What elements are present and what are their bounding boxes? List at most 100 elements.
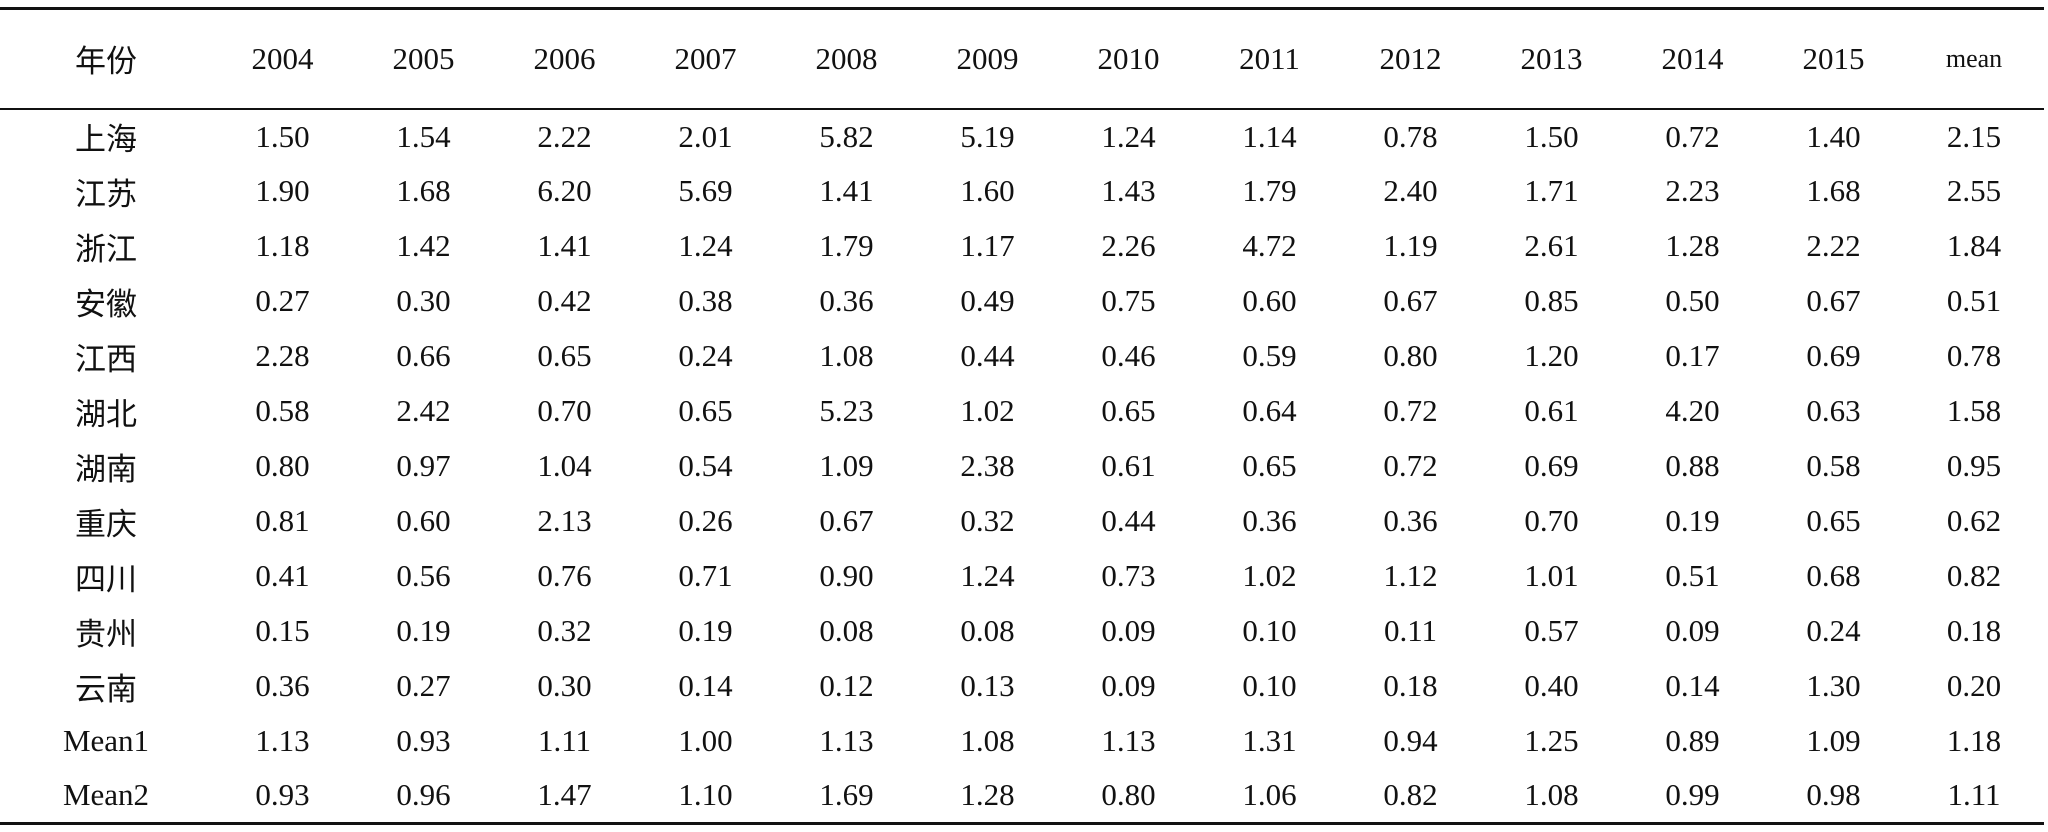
value-cell: 0.72 xyxy=(1665,118,1720,154)
value-cell: 1.09 xyxy=(1806,723,1861,758)
table-body: 上海 1.50 1.54 2.22 2.01 5.82 5.19 1.24 1.14 0.78 1.… xyxy=(0,109,2044,824)
value-cell: 1.13 xyxy=(255,723,310,758)
value-cell: 0.11 xyxy=(1383,613,1438,648)
table-row: 湖南 0.80 0.97 1.04 0.54 1.09 2.38 0.61 0.65 0.72 0.… xyxy=(0,439,2044,494)
header-cell: 2015 xyxy=(1802,40,1865,76)
table-row: 云南 0.36 0.27 0.30 0.14 0.12 0.13 0.09 0.10 0.18 0.… xyxy=(0,659,2044,714)
table-row: 上海 1.50 1.54 2.22 2.01 5.82 5.19 1.24 1.14 0.78 1.… xyxy=(0,109,2044,164)
table-row: 四川 0.41 0.56 0.76 0.71 0.90 1.24 0.73 1.02 1.12 1.… xyxy=(0,549,2044,604)
value-cell: 0.94 xyxy=(1383,723,1438,758)
header-cell: 2013 xyxy=(1520,40,1583,76)
value-cell: 0.30 xyxy=(396,283,451,318)
value-cell: 0.24 xyxy=(678,338,733,373)
value-cell: 0.17 xyxy=(1665,338,1720,373)
value-cell: 0.73 xyxy=(1101,558,1156,593)
value-cell: 0.09 xyxy=(1101,613,1156,648)
table-row: 贵州 0.15 0.19 0.32 0.19 0.08 0.08 0.09 0.10 0.11 0.… xyxy=(0,604,2044,659)
value-cell: 0.18 xyxy=(1383,668,1438,703)
value-cell: 0.27 xyxy=(396,668,451,703)
value-cell: 1.24 xyxy=(678,228,733,263)
header-cell: 2012 xyxy=(1379,40,1442,76)
table-row: Mean1 1.13 0.93 1.11 1.00 1.13 1.08 1.13 1.31 0.9… xyxy=(0,714,2044,769)
header-cell: 2009 xyxy=(956,40,1019,76)
value-cell: 1.47 xyxy=(537,777,592,813)
value-cell: 0.88 xyxy=(1665,448,1720,483)
value-cell: 0.19 xyxy=(1665,503,1720,538)
value-cell: 0.97 xyxy=(396,448,451,483)
value-cell: 1.09 xyxy=(819,448,874,483)
value-cell: 2.01 xyxy=(678,118,733,154)
value-cell: 0.30 xyxy=(537,668,592,703)
header-cell: 2004 xyxy=(251,40,314,76)
value-cell: 0.44 xyxy=(960,338,1015,373)
value-cell: 1.31 xyxy=(1242,723,1297,758)
value-cell: 0.62 xyxy=(1946,503,2002,538)
value-cell: 2.38 xyxy=(960,448,1015,483)
value-cell: 0.80 xyxy=(255,448,310,483)
value-cell: 0.80 xyxy=(1101,777,1156,813)
header-cell: 2005 xyxy=(392,40,455,76)
value-cell: 1.60 xyxy=(960,173,1015,208)
value-cell: 0.58 xyxy=(1806,448,1861,483)
value-cell: 0.32 xyxy=(537,613,592,648)
value-cell: 1.20 xyxy=(1524,338,1579,373)
value-cell: 0.67 xyxy=(1806,283,1861,318)
row-label: Mean2 xyxy=(62,777,150,813)
value-cell: 0.66 xyxy=(396,338,451,373)
value-cell: 0.70 xyxy=(537,393,592,428)
row-label: 重庆 xyxy=(75,506,137,542)
value-cell: 1.19 xyxy=(1383,228,1438,263)
table-row: 湖北 0.58 2.42 0.70 0.65 5.23 1.02 0.65 0.64 0.72 0.… xyxy=(0,384,2044,439)
value-cell: 2.40 xyxy=(1383,173,1438,208)
value-cell: 1.28 xyxy=(1665,228,1720,263)
value-cell: 0.51 xyxy=(1665,558,1720,593)
value-cell: 0.36 xyxy=(1242,503,1297,538)
value-cell: 5.69 xyxy=(678,173,733,208)
value-cell: 0.18 xyxy=(1946,613,2002,648)
value-cell: 0.60 xyxy=(1242,283,1297,318)
value-cell: 1.90 xyxy=(255,173,310,208)
value-cell: 1.84 xyxy=(1946,228,2002,263)
value-cell: 1.08 xyxy=(1524,777,1579,813)
value-cell: 0.64 xyxy=(1242,393,1297,428)
value-cell: 0.44 xyxy=(1101,503,1156,538)
value-cell: 1.25 xyxy=(1524,723,1579,758)
value-cell: 0.36 xyxy=(819,283,874,318)
value-cell: 0.82 xyxy=(1383,777,1438,813)
value-cell: 5.82 xyxy=(819,118,874,154)
value-cell: 0.68 xyxy=(1806,558,1861,593)
value-cell: 1.13 xyxy=(1101,723,1156,758)
value-cell: 1.18 xyxy=(1946,723,2002,758)
value-cell: 0.13 xyxy=(960,668,1015,703)
row-label: 江西 xyxy=(75,341,137,377)
value-cell: 0.70 xyxy=(1524,503,1579,538)
value-cell: 1.11 xyxy=(1947,777,2001,813)
value-cell: 2.28 xyxy=(255,338,310,373)
value-cell: 4.20 xyxy=(1665,393,1720,428)
row-label: 湖南 xyxy=(75,451,137,487)
value-cell: 1.10 xyxy=(678,777,733,813)
value-cell: 1.79 xyxy=(1242,173,1297,208)
value-cell: 1.71 xyxy=(1524,173,1579,208)
value-cell: 0.93 xyxy=(396,723,451,758)
row-label: Mean1 xyxy=(62,723,150,758)
value-cell: 1.02 xyxy=(1242,558,1297,593)
table-row: Mean2 0.93 0.96 1.47 1.10 1.69 1.28 0.80 1.06 0.8… xyxy=(0,769,2044,824)
value-cell: 0.41 xyxy=(255,558,310,593)
value-cell: 0.12 xyxy=(819,668,874,703)
value-cell: 0.65 xyxy=(537,338,592,373)
value-cell: 1.01 xyxy=(1524,558,1579,593)
value-cell: 0.67 xyxy=(1383,283,1438,318)
value-cell: 1.12 xyxy=(1383,558,1438,593)
value-cell: 0.61 xyxy=(1524,393,1579,428)
value-cell: 1.08 xyxy=(960,723,1015,758)
value-cell: 1.58 xyxy=(1946,393,2002,428)
value-cell: 1.11 xyxy=(537,723,592,758)
value-cell: 1.42 xyxy=(396,228,451,263)
header-cell: 2014 xyxy=(1661,40,1724,76)
value-cell: 2.13 xyxy=(537,503,592,538)
value-cell: 2.55 xyxy=(1946,173,2002,208)
value-cell: 0.81 xyxy=(255,503,310,538)
value-cell: 0.50 xyxy=(1665,283,1720,318)
value-cell: 0.90 xyxy=(819,558,874,593)
